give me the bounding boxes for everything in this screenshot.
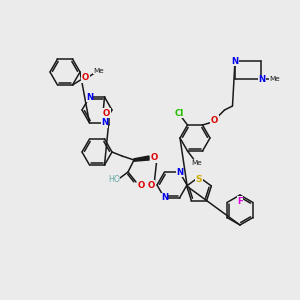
Text: Me: Me [270, 76, 280, 82]
Text: HO: HO [108, 176, 120, 184]
Text: O: O [147, 181, 155, 190]
Text: N: N [86, 92, 93, 101]
Text: O: O [211, 116, 218, 124]
Text: O: O [137, 181, 145, 190]
Text: N: N [258, 76, 266, 85]
Text: O: O [150, 154, 158, 163]
Polygon shape [134, 156, 149, 161]
Text: F: F [237, 196, 243, 206]
Text: S: S [196, 176, 202, 184]
Text: O: O [103, 109, 110, 118]
Text: Cl: Cl [175, 109, 184, 118]
Text: Me: Me [93, 68, 104, 74]
Text: N: N [161, 194, 168, 202]
Text: N: N [231, 56, 239, 65]
Text: N: N [101, 118, 108, 127]
Text: N: N [176, 167, 183, 176]
Text: O: O [82, 74, 89, 82]
Text: Me: Me [191, 160, 202, 166]
